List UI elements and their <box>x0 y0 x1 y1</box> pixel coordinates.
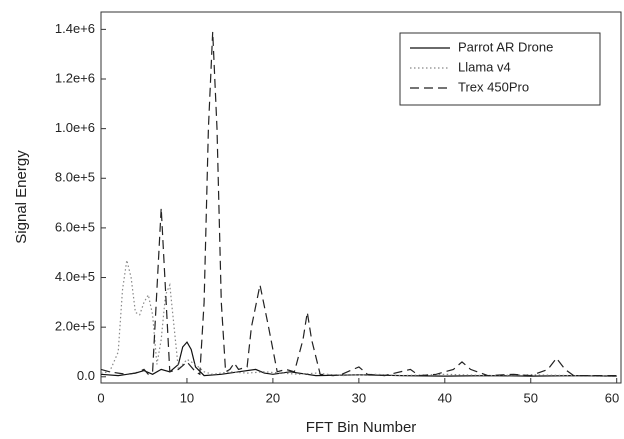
y-tick-label: 1.0e+6 <box>55 120 95 135</box>
y-axis-title: Signal Energy <box>13 150 30 244</box>
y-tick-label: 0.0 <box>77 368 95 383</box>
line-series <box>100 31 617 377</box>
x-tick-label: 10 <box>180 390 194 405</box>
x-tick-label: 30 <box>352 390 366 405</box>
x-axis-title: FFT Bin Number <box>306 419 417 436</box>
y-tick-label: 6.0e+5 <box>55 219 95 234</box>
x-tick-label: 20 <box>266 390 280 405</box>
legend-box <box>399 32 601 106</box>
plot-frame <box>100 11 622 384</box>
y-tick-label: 8.0e+5 <box>55 170 95 185</box>
y-tick-label: 1.2e+6 <box>55 70 95 85</box>
x-tick-label: 0 <box>97 390 104 405</box>
y-tick-label: 2.0e+5 <box>55 319 95 334</box>
x-tick-label: 40 <box>438 390 452 405</box>
y-tick-label: 1.4e+6 <box>55 21 95 36</box>
legend-label: Trex 450Pro <box>458 79 529 94</box>
x-tick-label: 50 <box>524 390 538 405</box>
line-series <box>100 341 617 377</box>
legend-label: Llama v4 <box>458 59 511 74</box>
x-tick-label: 60 <box>605 390 619 405</box>
line-series <box>100 260 617 377</box>
legend-label: Parrot AR Drone <box>458 39 553 54</box>
y-tick-label: 4.0e+5 <box>55 269 95 284</box>
